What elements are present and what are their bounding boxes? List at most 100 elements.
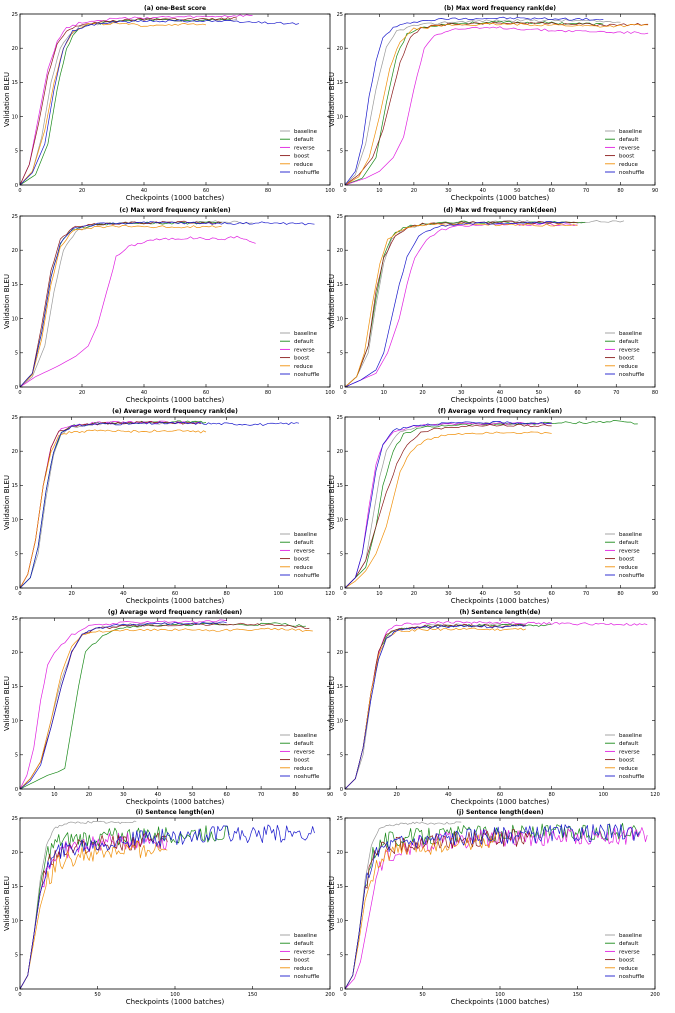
series-line-default — [344, 420, 638, 589]
x-tick-label: 30 — [445, 188, 451, 194]
panel-e: (e) Average word frequency rank(de) 0 20 40… — [3, 408, 335, 605]
legend-label-boost: boost — [294, 356, 310, 362]
x-tick-label: 40 — [120, 591, 126, 597]
y-tick-label: 10 — [337, 718, 343, 724]
legend-label-default: default — [619, 941, 639, 947]
y-axis-label: Validation BLEU — [3, 274, 11, 329]
series-line-noshuffle — [19, 824, 315, 990]
legend: baseline default reverse boost reduce noshuff… — [280, 733, 320, 780]
y-tick-label: 20 — [12, 850, 18, 856]
x-tick-label: 40 — [480, 188, 486, 194]
legend: baseline default reverse boost reduce noshuff… — [280, 933, 320, 980]
y-tick-label: 25 — [12, 214, 18, 220]
y-tick-label: 25 — [337, 12, 343, 18]
legend-label-baseline: baseline — [294, 733, 318, 739]
y-tick-label: 5 — [15, 149, 18, 155]
panel-title: (g) Average word frequency rank(deen) — [108, 609, 243, 616]
series-line-noshuffle — [344, 16, 604, 186]
legend-label-reduce: reduce — [619, 565, 639, 571]
legend-label-reverse: reverse — [619, 347, 640, 353]
x-tick-label: 20 — [411, 188, 417, 194]
panel-title: (h) Sentence length(de) — [459, 609, 540, 616]
series-line-noshuffle — [344, 421, 552, 589]
panel-h: (h) Sentence length(de) 0 20 40 60 80 100 120 0 5… — [328, 609, 660, 806]
y-axis-label: Validation BLEU — [3, 72, 11, 127]
legend-label-noshuffle: noshuffle — [619, 774, 645, 780]
y-tick-label: 0 — [15, 787, 18, 793]
y-axis-label: Validation BLEU — [328, 676, 336, 731]
y-tick-label: 25 — [337, 415, 343, 421]
legend-label-reverse: reverse — [619, 548, 640, 554]
x-tick-label: 20 — [411, 591, 417, 597]
series-line-default — [19, 420, 207, 589]
legend-label-default: default — [294, 137, 314, 143]
legend-label-default: default — [294, 339, 314, 345]
x-axis-label: Checkpoints (1000 batches) — [451, 597, 550, 605]
y-tick-label: 15 — [12, 684, 18, 690]
series-line-default — [19, 622, 306, 790]
y-tick-label: 25 — [12, 12, 18, 18]
y-tick-label: 15 — [337, 282, 343, 288]
x-tick-label: 80 — [548, 792, 554, 798]
y-tick-label: 20 — [337, 248, 343, 254]
y-axis-label: Validation BLEU — [3, 475, 11, 530]
legend-label-default: default — [619, 741, 639, 747]
legend-label-reverse: reverse — [619, 949, 640, 955]
y-tick-label: 5 — [15, 953, 18, 959]
x-tick-label: 200 — [325, 992, 335, 998]
y-axis-label: Validation BLEU — [328, 72, 336, 127]
legend-label-noshuffle: noshuffle — [619, 573, 645, 579]
y-tick-label: 25 — [12, 816, 18, 822]
x-tick-label: 20 — [68, 591, 74, 597]
legend: baseline default reverse boost reduce noshuff… — [605, 933, 645, 980]
panel-title: (f) Average word frequency rank(en) — [438, 408, 563, 415]
panel-title: (i) Sentence length(en) — [136, 809, 215, 816]
x-tick-label: 120 — [650, 792, 660, 798]
panel-title: (a) one-Best score — [144, 5, 206, 12]
y-tick-label: 15 — [12, 884, 18, 890]
y-tick-label: 25 — [12, 616, 18, 622]
y-tick-label: 0 — [15, 586, 18, 592]
x-tick-label: 80 — [617, 188, 623, 194]
x-tick-label: 50 — [514, 188, 520, 194]
legend-label-noshuffle: noshuffle — [294, 974, 320, 980]
x-tick-label: 90 — [652, 591, 658, 597]
series-line-noshuffle — [19, 621, 227, 790]
series-line-reduce — [344, 832, 501, 990]
series-line-boost — [19, 622, 310, 790]
x-tick-label: 60 — [497, 792, 503, 798]
y-tick-label: 15 — [337, 684, 343, 690]
x-tick-label: 20 — [419, 390, 425, 396]
legend: baseline default reverse boost reduce noshuff… — [280, 129, 320, 176]
x-tick-label: 150 — [248, 992, 258, 998]
panel-title: (e) Average word frequency rank(de) — [112, 408, 238, 415]
x-tick-label: 20 — [86, 792, 92, 798]
legend-label-noshuffle: noshuffle — [294, 170, 320, 176]
y-tick-label: 20 — [12, 248, 18, 254]
legend: baseline default reverse boost reduce noshuff… — [605, 129, 645, 176]
series-line-reverse — [344, 422, 552, 589]
series-line-reduce — [19, 840, 168, 990]
x-tick-label: 30 — [120, 792, 126, 798]
x-tick-label: 0 — [18, 390, 21, 396]
x-tick-label: 0 — [343, 188, 346, 194]
x-axis-label: Checkpoints (1000 batches) — [126, 798, 225, 806]
series-line-reverse — [344, 26, 649, 186]
x-axis-label: Checkpoints (1000 batches) — [451, 194, 550, 202]
series-line-baseline — [344, 421, 552, 589]
x-axis-label: Checkpoints (1000 batches) — [451, 396, 550, 404]
series-line-default — [344, 220, 586, 388]
legend-label-default: default — [619, 339, 639, 345]
series-line-boost — [19, 17, 238, 186]
legend-label-reverse: reverse — [294, 347, 315, 353]
legend-label-baseline: baseline — [294, 532, 318, 538]
y-tick-label: 15 — [337, 80, 343, 86]
series-line-baseline — [19, 421, 201, 589]
x-tick-label: 100 — [170, 992, 180, 998]
legend-label-noshuffle: noshuffle — [619, 974, 645, 980]
x-tick-label: 100 — [274, 591, 284, 597]
legend-label-boost: boost — [619, 758, 635, 764]
series-line-boost — [344, 220, 578, 388]
x-tick-label: 50 — [514, 591, 520, 597]
legend-label-noshuffle: noshuffle — [619, 372, 645, 378]
